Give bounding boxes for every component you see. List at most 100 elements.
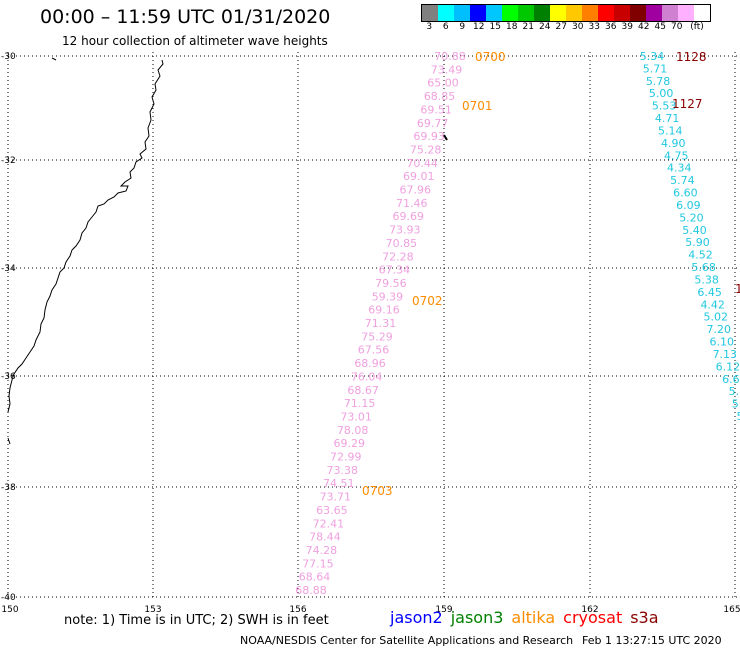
swh-value: 71.46 [396, 197, 428, 210]
color-swatch [662, 5, 678, 21]
swh-value: 68.64 [299, 571, 331, 584]
swh-value: 67.56 [358, 344, 390, 357]
swh-value: 5.78 [646, 75, 671, 88]
legend-entry: cryosat [563, 608, 623, 627]
color-scale-label: 12 [473, 22, 485, 32]
color-scale-label: 36 [605, 22, 617, 32]
page-title: 00:00 – 11:59 UTC 01/31/2020 [40, 6, 331, 28]
swh-value: 69.93 [413, 130, 445, 143]
color-scale-bar [421, 4, 711, 22]
track-marker [443, 134, 448, 141]
swh-value: 74.51 [323, 477, 355, 490]
swh-value: 5. [732, 398, 740, 411]
coastline-fragment [51, 57, 57, 61]
color-scale-label: 42 [638, 22, 650, 32]
y-tick-label: -40 [1, 593, 16, 603]
color-swatch [470, 5, 486, 21]
swh-value: 59.39 [372, 290, 404, 303]
color-scale-label: 30 [572, 22, 584, 32]
swh-value: 69.01 [403, 170, 435, 183]
x-tick-label: 156 [289, 605, 306, 615]
color-scale-labels: 3 6 9 12 15 18 21 24 27 30 33 36 39 42 45 70 (ft) [421, 22, 709, 32]
swh-value: 4.90 [661, 137, 686, 150]
swh-value: 6.10 [710, 336, 735, 349]
color-scale-label: 3 [426, 22, 433, 32]
x-tick-label: 153 [144, 605, 161, 615]
swh-value: 73.49 [431, 63, 463, 76]
swh-value: 73.93 [389, 224, 421, 237]
swh-value: 69.69 [393, 210, 425, 223]
swh-value: 72.28 [382, 250, 414, 263]
swh-value: 75.28 [410, 143, 442, 156]
swh-value: 69.77 [417, 117, 449, 130]
swh-value: 5.20 [679, 211, 704, 224]
color-swatch [502, 5, 518, 21]
swh-value: 72.41 [313, 517, 345, 530]
color-swatch [582, 5, 598, 21]
swh-value: 67.34 [379, 264, 411, 277]
color-swatch [422, 5, 438, 21]
swh-value: 6.09 [676, 199, 701, 212]
swh-value: 75.29 [361, 330, 393, 343]
x-tick-label: 150 [1, 605, 18, 615]
color-swatch [486, 5, 502, 21]
legend-entry: s3a [630, 608, 659, 627]
cryosat-time-label: 1 [735, 282, 740, 296]
color-swatch [614, 5, 630, 21]
altika-track: 70.8873.4965.0068.8569.5169.7769.9375.28… [295, 50, 505, 597]
altika-time-label: 0703 [362, 484, 393, 498]
swh-value: 69.16 [368, 304, 400, 317]
swh-value: 5.90 [685, 236, 710, 249]
swh-value: 71.31 [365, 317, 397, 330]
legend-entry: altika [511, 608, 556, 627]
swh-value: 5.02 [703, 311, 728, 324]
color-scale-label: 45 [654, 22, 666, 32]
color-swatch [534, 5, 550, 21]
grid-lines [7, 52, 738, 600]
legend-entry: jason2 [390, 608, 443, 627]
swh-value: 63.65 [316, 504, 348, 517]
swh-value: 65.00 [427, 77, 459, 90]
swh-value: 77.15 [302, 557, 334, 570]
altika-time-label: 0702 [412, 294, 443, 308]
color-scale-label: 33 [588, 22, 600, 32]
swh-value: 68.96 [354, 357, 386, 370]
color-swatch [646, 5, 662, 21]
swh-value: 7.20 [707, 323, 732, 336]
coastline-fragment [7, 437, 11, 445]
swh-value: 68.67 [347, 384, 379, 397]
color-swatch [454, 5, 470, 21]
x-tick-label: 159 [435, 605, 452, 615]
swh-value: 68.88 [295, 584, 327, 597]
page-subtitle: 12 hour collection of altimeter wave hei… [62, 34, 328, 48]
color-swatch [630, 5, 646, 21]
swh-value: 4.52 [688, 249, 713, 262]
x-tick-label: 162 [581, 605, 598, 615]
credit-time: Feb 1 13:27:15 UTC 2020 [582, 634, 722, 647]
x-tick-label: 165 [723, 605, 740, 615]
swh-value: 69.51 [420, 103, 452, 116]
altika-time-label: 0701 [462, 99, 493, 113]
swh-value: 4.42 [700, 298, 725, 311]
coastline [7, 59, 164, 413]
swh-value: 79.56 [375, 277, 407, 290]
y-tick-label: -36 [1, 372, 16, 382]
swh-value: 7.13 [713, 348, 738, 361]
swh-value: 5.74 [670, 174, 695, 187]
swh-value: 5.34 [640, 50, 665, 63]
swh-value: 4.34 [667, 162, 692, 175]
y-tick-label: -30 [1, 52, 16, 62]
swh-value: 6.6 [722, 373, 740, 386]
swh-value: 5 [737, 410, 740, 423]
swh-value: 5. [729, 385, 740, 398]
color-swatch [566, 5, 582, 21]
swh-value: 67.96 [400, 184, 432, 197]
swh-value: 72.99 [330, 451, 362, 464]
color-scale-label: 15 [489, 22, 501, 32]
swh-value: 73.01 [340, 410, 372, 423]
swh-value: 78.44 [309, 531, 341, 544]
swh-value: 73.38 [327, 464, 359, 477]
color-swatch [550, 5, 566, 21]
swh-value: 6.45 [697, 286, 722, 299]
color-swatch [598, 5, 614, 21]
